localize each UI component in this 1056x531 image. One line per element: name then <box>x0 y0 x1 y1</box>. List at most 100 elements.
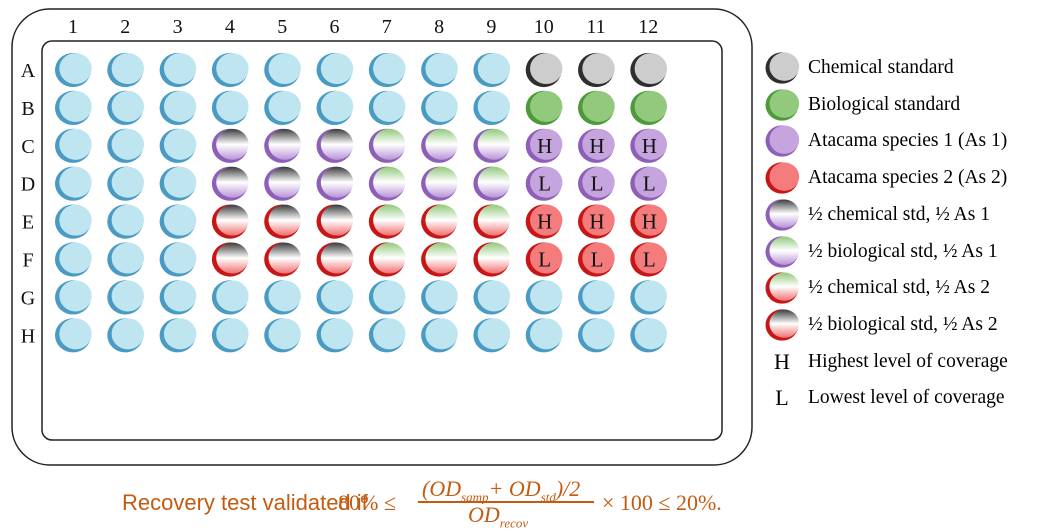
well: L <box>525 166 563 201</box>
well-letter: L <box>591 248 604 272</box>
well <box>55 166 92 201</box>
well-letter: H <box>589 210 604 234</box>
well <box>525 318 563 353</box>
recovery-formula: Recovery test validated if 80% ≤ (ODsamp… <box>122 476 1022 530</box>
row-label: F <box>22 250 33 272</box>
column-label: 9 <box>486 16 496 38</box>
column-label: 2 <box>120 16 130 38</box>
well <box>316 280 354 315</box>
well <box>211 90 249 125</box>
well <box>316 242 354 277</box>
well <box>316 318 354 353</box>
well <box>159 166 197 201</box>
legend-swatch <box>765 309 800 341</box>
well-letter: H <box>537 210 552 234</box>
formula-lhs: 80% ≤ <box>338 490 396 515</box>
column-labels: 1 2 3 4 5 6 7 8 9 10 11 12 <box>68 16 658 38</box>
formula-rhs: × 100 ≤ 20%. <box>602 490 722 515</box>
column-label: 5 <box>277 16 287 38</box>
legend-swatch <box>765 199 800 231</box>
well <box>630 52 668 88</box>
well <box>421 204 458 239</box>
legend-item: Atacama species 2 (As 2) <box>764 160 1007 196</box>
well <box>368 166 406 201</box>
legend-item: Chemical standard <box>764 50 954 86</box>
well <box>107 204 145 239</box>
legend-item: ½ biological std, ½ As 1 <box>764 234 998 270</box>
well <box>159 52 197 88</box>
well-letter: L <box>538 172 551 196</box>
well: H <box>630 128 668 163</box>
well <box>368 204 406 239</box>
well <box>55 128 92 163</box>
well-letter: H <box>589 134 604 158</box>
well <box>421 52 458 88</box>
legend-well <box>765 272 800 304</box>
row-label: D <box>21 174 35 196</box>
row-label: C <box>21 136 34 158</box>
well <box>421 128 458 163</box>
well <box>316 90 354 125</box>
well: L <box>578 242 615 277</box>
legend-label: ½ chemical std, ½ As 1 <box>808 203 990 225</box>
well <box>421 318 458 353</box>
legend-item: ½ chemical std, ½ As 1 <box>764 197 990 233</box>
legend-well <box>765 309 800 341</box>
legend-item: ½ biological std, ½ As 2 <box>764 307 998 343</box>
well <box>211 242 249 277</box>
legend-swatch <box>765 272 800 304</box>
legend-well <box>765 235 800 268</box>
well-letter: L <box>591 172 604 196</box>
well <box>368 318 406 353</box>
formula-numerator: (ODsamp+ ODstd)/2 <box>422 476 581 505</box>
well: H <box>525 204 563 239</box>
well <box>368 128 406 163</box>
well-letter: H <box>537 134 552 158</box>
well <box>368 52 406 88</box>
well <box>264 128 301 163</box>
well <box>368 90 406 125</box>
well-letter: L <box>538 248 551 272</box>
column-label: 6 <box>330 16 340 38</box>
legend-item: Atacama species 1 (As 1) <box>764 123 1007 159</box>
well <box>107 128 145 163</box>
well: L <box>630 166 668 201</box>
well <box>107 280 145 315</box>
row-label: H <box>21 325 35 347</box>
well <box>159 318 197 353</box>
well <box>107 166 145 201</box>
well <box>55 318 92 353</box>
well <box>264 166 301 201</box>
well <box>55 90 92 125</box>
legend-item: ½ chemical std, ½ As 2 <box>764 270 990 306</box>
well <box>525 280 563 315</box>
well <box>55 280 92 315</box>
well <box>473 128 511 163</box>
well: H <box>578 128 615 163</box>
legend-swatch <box>765 52 800 84</box>
well <box>421 166 458 201</box>
well <box>525 90 563 125</box>
well <box>473 52 511 88</box>
legend-label: Lowest level of coverage <box>808 387 1005 409</box>
formula-denominator: ODrecov <box>468 502 529 531</box>
well <box>264 242 301 277</box>
legend-item: L Lowest level of coverage <box>764 380 1005 416</box>
row-label: A <box>21 60 36 82</box>
wells-grid: H H HL L LH H HL L L <box>55 52 668 353</box>
well <box>368 242 406 277</box>
legend-well <box>765 162 800 194</box>
well <box>316 204 354 239</box>
legend-well <box>765 199 800 231</box>
fraction-bar <box>418 501 594 503</box>
well <box>211 204 249 239</box>
well <box>159 90 197 125</box>
well <box>630 280 668 315</box>
well-letter: H <box>642 134 657 158</box>
well <box>211 52 249 88</box>
well-letter: L <box>643 172 656 196</box>
legend-well <box>765 52 800 84</box>
well: L <box>630 242 668 277</box>
well <box>107 52 145 88</box>
legend-label: ½ chemical std, ½ As 2 <box>808 277 990 299</box>
